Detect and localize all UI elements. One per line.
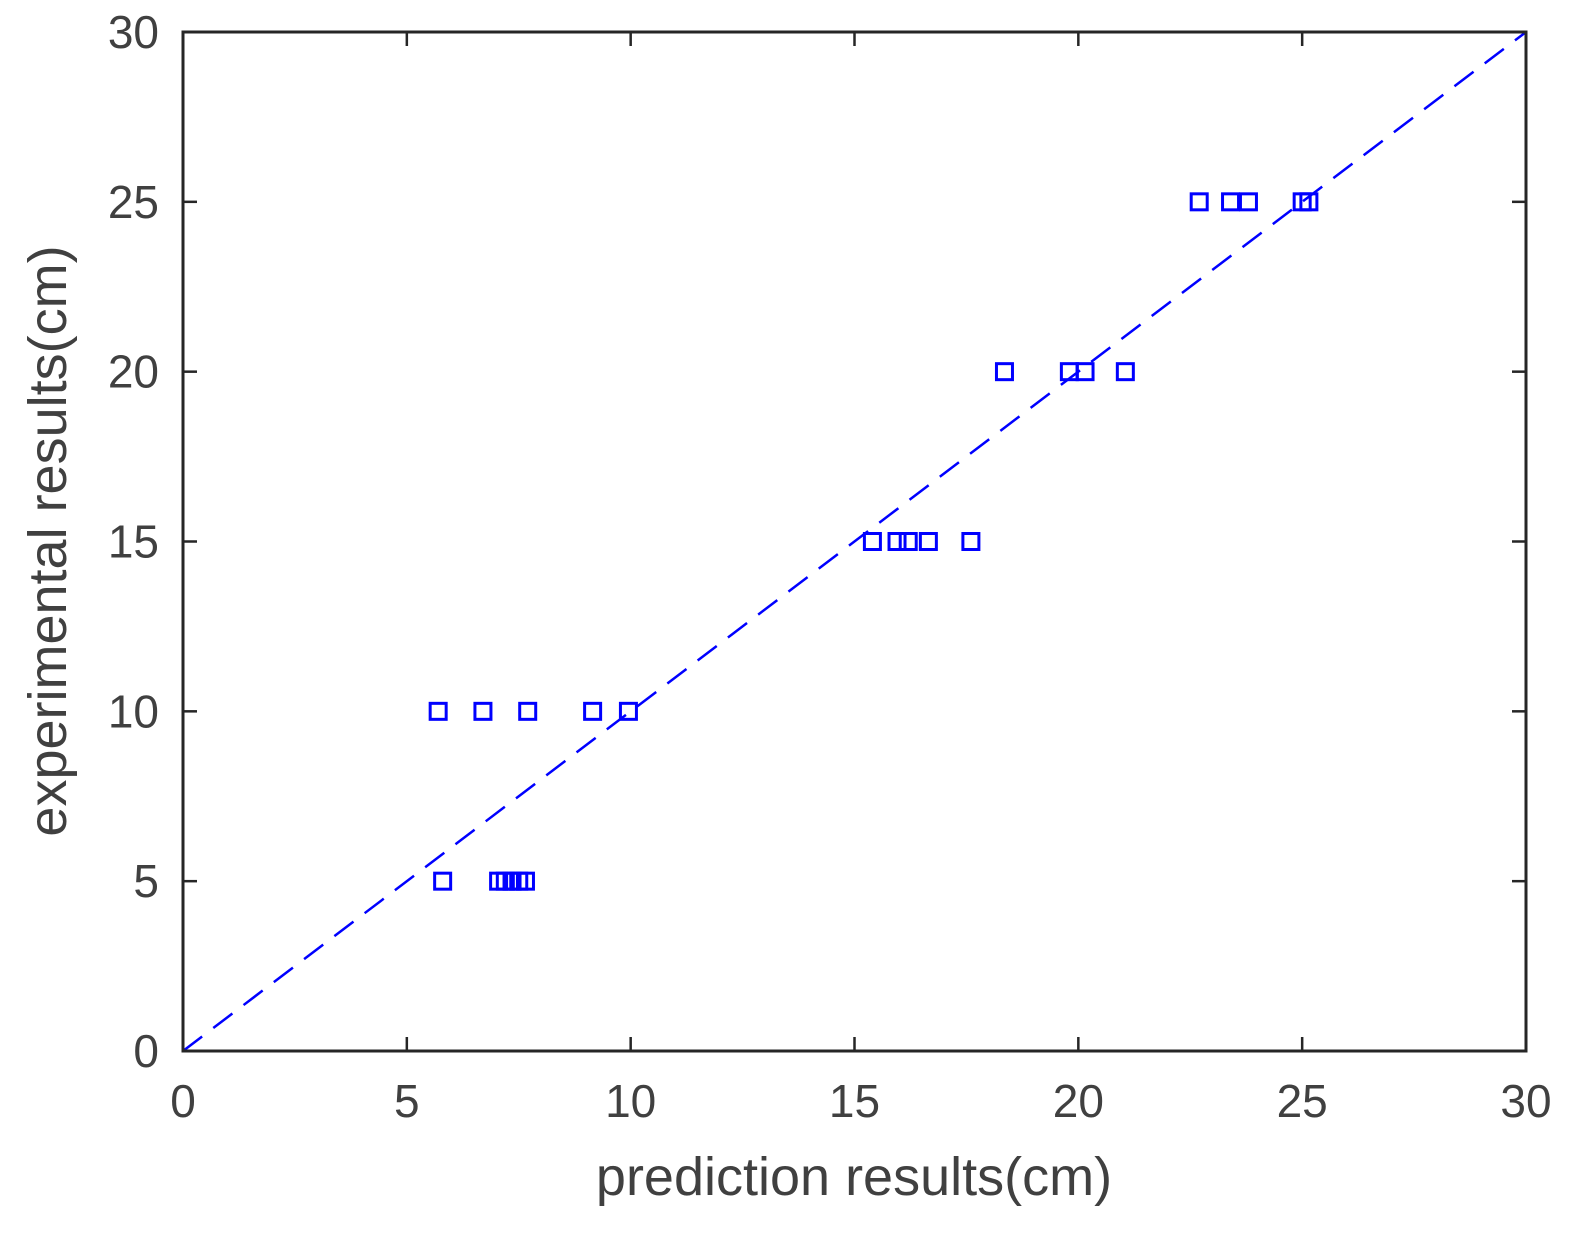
- data-point: [918, 532, 938, 551]
- y-tick-label: 25: [108, 176, 159, 228]
- y-tick-label: 15: [108, 516, 159, 568]
- data-point: [898, 532, 918, 551]
- x-tick-label: 5: [394, 1075, 420, 1127]
- x-tick-label: 15: [829, 1075, 880, 1127]
- x-axis-label: prediction results(cm): [596, 1147, 1112, 1207]
- data-point: [1221, 192, 1241, 212]
- y-tick-label: 30: [108, 6, 159, 58]
- x-tick-label: 20: [1053, 1075, 1104, 1127]
- data-points-layer: [428, 192, 1319, 891]
- data-point: [961, 532, 981, 551]
- tick-marks-layer: [181, 30, 1528, 1053]
- y-tick-label: 5: [133, 855, 159, 907]
- x-tick-label: 0: [170, 1075, 196, 1127]
- y-tick-label: 10: [108, 685, 159, 737]
- x-tick-label: 10: [605, 1075, 656, 1127]
- x-tick-label: 25: [1277, 1075, 1328, 1127]
- data-point: [583, 701, 603, 721]
- x-tick-label: 30: [1500, 1075, 1551, 1127]
- y-tick-label: 0: [133, 1025, 159, 1077]
- data-point: [473, 701, 493, 721]
- data-point: [862, 532, 882, 551]
- y-axis-label: experimental results(cm): [18, 245, 78, 836]
- reference-line-layer: [182, 31, 1527, 1052]
- data-point: [1075, 362, 1095, 382]
- data-point: [1115, 362, 1135, 382]
- tick-labels-layer: 0 5 10 15 20 25 30 0 5 10 15 20 25 30: [108, 6, 1552, 1127]
- reference-line: [182, 31, 1527, 1052]
- y-tick-label: 20: [108, 346, 159, 398]
- data-point: [433, 871, 453, 891]
- data-point: [1299, 192, 1319, 212]
- data-point: [618, 701, 638, 721]
- data-point: [518, 701, 538, 721]
- data-point: [1238, 192, 1258, 212]
- data-point: [887, 532, 907, 551]
- data-point: [515, 871, 535, 891]
- data-point: [1189, 192, 1209, 212]
- data-point: [994, 362, 1014, 382]
- data-point: [428, 701, 448, 721]
